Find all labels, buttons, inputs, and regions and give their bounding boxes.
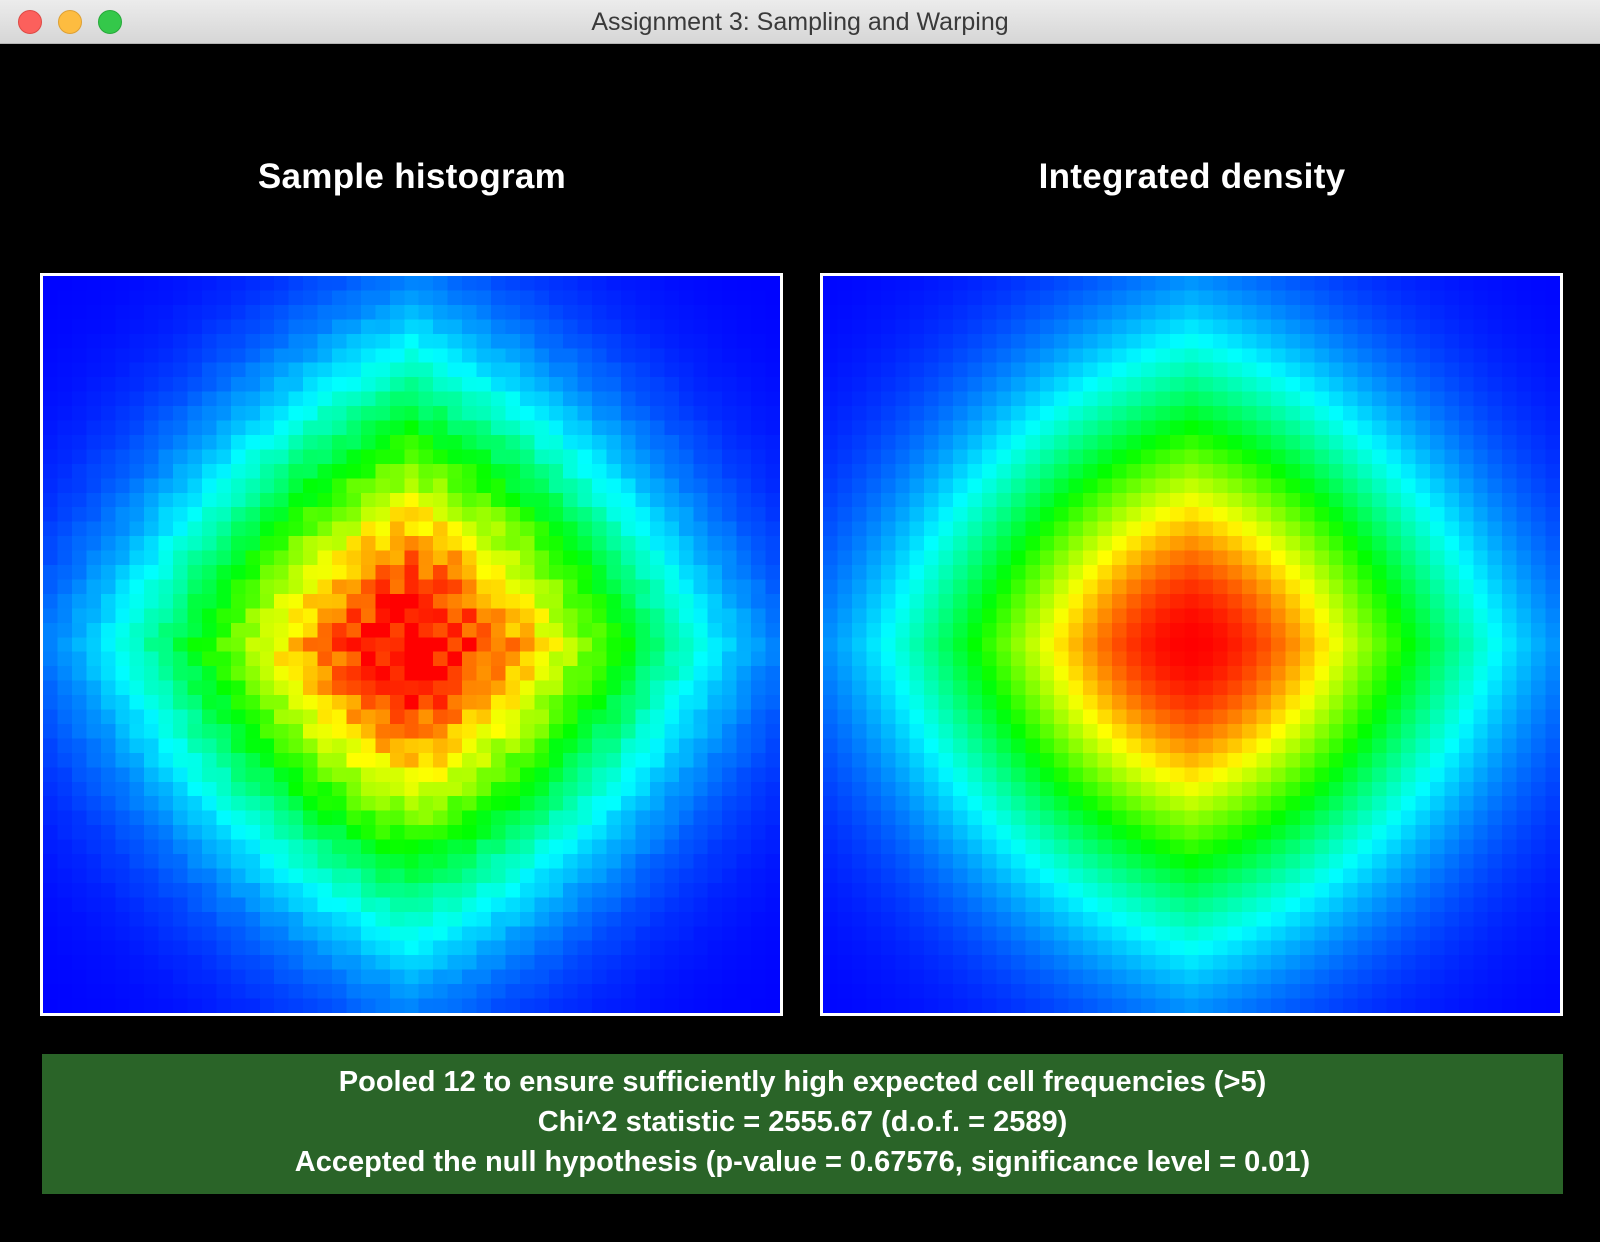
main-canvas: Sample histogram Integrated density Pool… xyxy=(2,44,1600,1242)
title-bar[interactable]: Assignment 3: Sampling and Warping xyxy=(0,0,1600,44)
pooling-message: Pooled 12 to ensure sufficiently high ex… xyxy=(338,1066,1267,1098)
sample-histogram-heatmap xyxy=(43,276,780,1013)
chi-square-statistic: Chi^2 statistic = 2555.67 (d.o.f. = 2589… xyxy=(537,1106,1068,1138)
zoom-window-button[interactable] xyxy=(98,10,122,34)
minimize-window-button[interactable] xyxy=(58,10,82,34)
hypothesis-result: Accepted the null hypothesis (p-value = … xyxy=(294,1146,1311,1178)
chi-square-result-panel: Pooled 12 to ensure sufficiently high ex… xyxy=(42,1054,1563,1194)
integrated-density-heatmap xyxy=(823,276,1560,1013)
close-window-button[interactable] xyxy=(18,10,42,34)
sample-histogram-plot xyxy=(40,273,783,1016)
window-title: Assignment 3: Sampling and Warping xyxy=(591,8,1009,36)
integrated-density-title: Integrated density xyxy=(1038,157,1346,196)
sample-histogram-title: Sample histogram xyxy=(257,157,567,196)
integrated-density-plot xyxy=(820,273,1563,1016)
